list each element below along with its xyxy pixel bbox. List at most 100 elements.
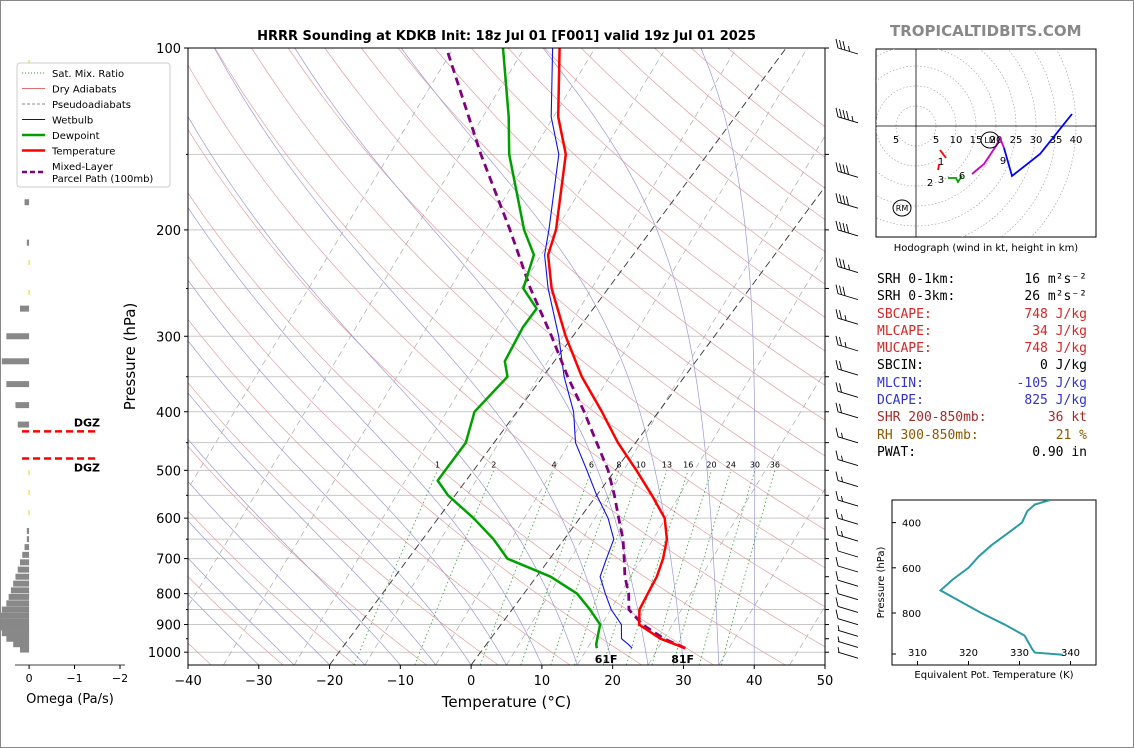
omega-bar [0, 612, 30, 619]
omega-bar [24, 199, 30, 206]
dry-adiabat-line [434, 48, 825, 386]
parameter-row: SHR 200-850mb: 36 kt [877, 410, 1097, 427]
dry-adiabat-line [188, 445, 427, 665]
hodograph-ring-label: 15 [970, 135, 983, 146]
parameter-row: MUCAPE: 748 J/kg [877, 341, 1097, 358]
mixing-ratio-line [672, 470, 732, 665]
legend-label: Mixed-Layer [52, 162, 114, 173]
wind-barb [835, 490, 859, 507]
legend-label: Wetbulb [52, 116, 93, 127]
dry-adiabat-line [188, 576, 284, 665]
legend-label: Sat. Mix. Ratio [52, 69, 124, 80]
dry-adiabat-line [188, 128, 786, 665]
dry-adiabat-line [214, 48, 825, 608]
moist-adiabat-line [188, 438, 401, 665]
theta-e-tick-label: 330 [1010, 648, 1029, 659]
hodograph-height-label: 6 [959, 171, 965, 182]
parameter-label: MLCIN: [877, 375, 924, 391]
mixing-ratio-line [626, 470, 689, 665]
hodograph-height-label: 1 [938, 157, 944, 168]
moist-adiabat-line [188, 206, 543, 665]
parameter-label: SRH 0-1km: [877, 272, 956, 287]
surface-dewpoint-label: 61F [595, 653, 618, 666]
hodograph-ring-label: 35 [1050, 135, 1063, 146]
moist-adiabat-line [188, 340, 472, 665]
wind-barb [835, 427, 859, 444]
x-tick-label: 10 [534, 674, 551, 689]
mixing-ratio-label: 13 [662, 460, 672, 469]
surface-temp-label: 81F [671, 653, 694, 666]
omega-bar [8, 593, 30, 600]
pseudoadiabat-line [293, 48, 667, 665]
mixing-ratio-line [353, 470, 438, 665]
omega-bar [26, 527, 30, 534]
temperature-line [546, 48, 686, 650]
mixing-ratio-line [602, 470, 668, 665]
mixing-ratio-line [721, 470, 776, 665]
theta-e-tick-label: 340 [1061, 648, 1080, 659]
mixing-ratio-label: 2 [491, 460, 496, 469]
theta-e-tick-label: 310 [908, 648, 927, 659]
parameter-value: -105 J/kg [1016, 375, 1087, 391]
hodograph-ring-label: 25 [1010, 135, 1023, 146]
hodograph-ring-label: 20 [990, 135, 1003, 146]
moist-adiabat-line [188, 279, 507, 665]
parameter-table: SRH 0-1km: 16 m²s⁻² SRH 0-3km: 26 m²s⁻² SBCA… [877, 272, 1097, 462]
x-tick-label: −40 [174, 674, 201, 689]
omega-bar [20, 646, 30, 653]
moist-adiabat-line [294, 48, 649, 665]
omega-tick-label: −1 [66, 672, 82, 685]
theta-e-tick-label: 320 [959, 648, 978, 659]
parameter-label: SRH 0-3km: [877, 289, 956, 305]
skewt-axes: HRRR Sounding at KDKB Init: 18z Jul 01 [… [121, 29, 833, 711]
y-tick-label: 300 [156, 330, 181, 345]
parameter-value: 825 J/kg [1024, 393, 1087, 409]
dry-adiabat-line [287, 48, 825, 531]
theta-e-ytick-label: 600 [902, 564, 921, 575]
omega-bar [10, 587, 30, 594]
hodograph-panel: 5 10 15 20 25 30 35 40 5 12 3 6 9 LM RM Hodograph (wind… [875, 48, 1097, 254]
omega-bar [0, 618, 30, 625]
x-tick-label: −10 [387, 674, 414, 689]
parameter-label: PWAT: [877, 444, 917, 460]
parameter-row: SBCIN: 0 J/kg [877, 358, 1097, 375]
theta-e-xlabel: Equivalent Pot. Temperature (K) [914, 670, 1073, 681]
mixing-ratio-line [550, 470, 620, 665]
pseudoadiabat-line [188, 48, 525, 607]
hodograph-trace [1003, 113, 1073, 178]
wind-barb [837, 625, 859, 637]
parameter-value: 0.90 in [1032, 444, 1087, 460]
y-tick-label: 200 [156, 224, 181, 239]
parameter-row: RH 300-850mb: 21 % [877, 428, 1097, 445]
dgz-label: DGZ [74, 416, 100, 429]
legend-label: Dry Adiabats [52, 85, 116, 96]
omega-bar [15, 402, 30, 409]
parameter-label: MUCAPE: [877, 341, 932, 357]
wind-barb [835, 556, 859, 573]
hodograph-ring-label: 5 [933, 135, 939, 146]
mixing-ratio-line [651, 470, 712, 665]
hodograph-trace [937, 163, 941, 171]
omega-bar [1, 358, 30, 365]
parameter-row: MLCAPE: 34 J/kg [877, 324, 1097, 341]
omega-bar [17, 421, 30, 428]
hodograph-ring-label: 10 [950, 135, 963, 146]
hodograph-frame [875, 48, 1097, 238]
parameter-row: SRH 0-3km: 26 m²s⁻² [877, 289, 1097, 306]
parameter-label: MLCAPE: [877, 323, 932, 339]
wind-barb [835, 193, 859, 209]
dewpoint-line [436, 48, 602, 649]
hodograph-height-label: 3 [938, 175, 944, 186]
omega-bar [24, 544, 30, 551]
x-tick-label: −30 [245, 674, 272, 689]
pseudoadiabat-line [223, 48, 596, 665]
lm-label: LM [984, 136, 995, 145]
omega-bar [13, 641, 30, 648]
wind-barb [835, 284, 859, 301]
x-tick-label: 40 [746, 674, 763, 689]
dry-adiabat-line [188, 64, 825, 648]
y-tick-label: 600 [156, 512, 181, 527]
legend-box [16, 62, 171, 188]
dry-adiabat-line [188, 382, 499, 665]
parameter-label: SBCAPE: [877, 306, 932, 322]
